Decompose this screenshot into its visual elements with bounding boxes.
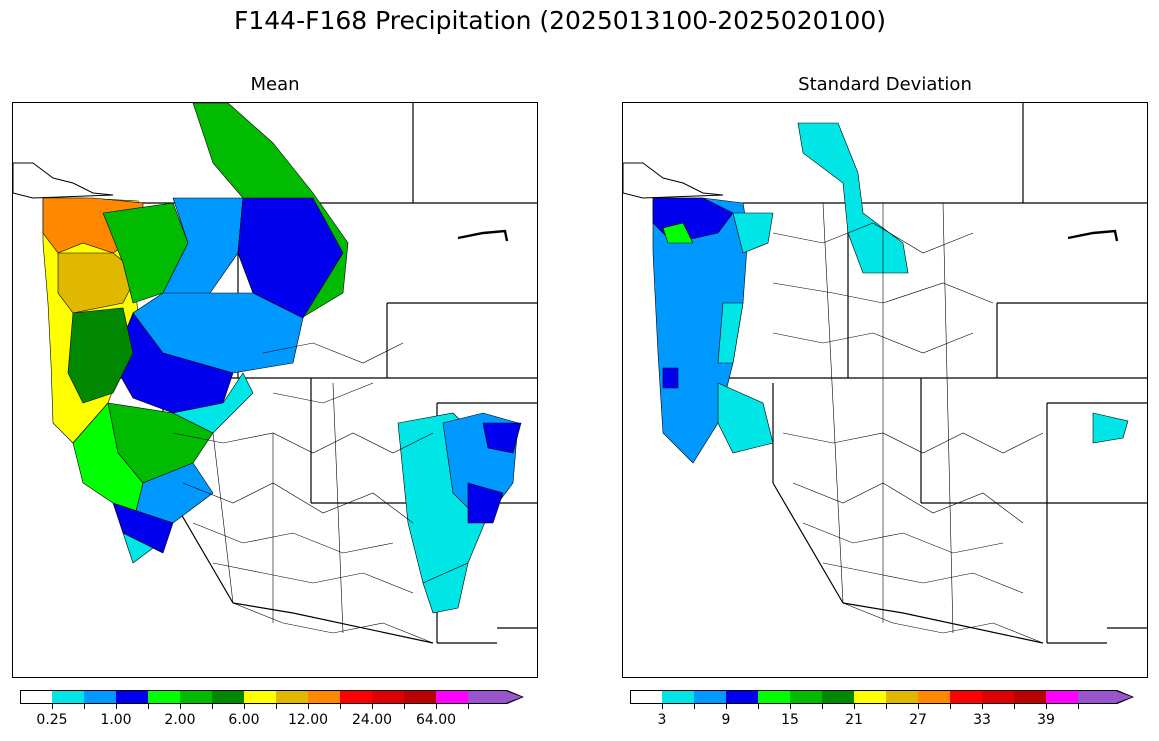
colorbar-tick [340, 704, 341, 709]
colorbar-tick-label: 6.00 [228, 712, 260, 728]
stddev-map-svg [623, 103, 1147, 644]
state-boundaries [713, 103, 1147, 644]
stddev-panel-title: Standard Deviation [798, 74, 972, 95]
stddev-colorbar [630, 690, 1140, 704]
colorbar-tick [726, 704, 727, 709]
colorbar-tick-label: 1.00 [100, 712, 132, 728]
colorbar-segment [52, 690, 84, 704]
colorbar-tick-label: 27 [909, 712, 927, 728]
colorbar-segment [662, 690, 694, 704]
colorbar-tick [84, 704, 85, 709]
mean-panel-title: Mean [250, 74, 300, 95]
colorbar-segment [918, 690, 950, 704]
colorbar-tick [854, 704, 855, 709]
colorbar-tick-label: 12.00 [287, 712, 329, 728]
colorbar-tick-label: 21 [845, 712, 863, 728]
colorbar-tick-label: 9 [721, 712, 731, 728]
colorbar-tick [52, 704, 53, 709]
colorbar-segment [244, 690, 276, 704]
colorbar-tick [212, 704, 213, 709]
colorbar-segment [950, 690, 982, 704]
colorbar-segment [726, 690, 758, 704]
colorbar-segment [116, 690, 148, 704]
mean-colorbar [20, 690, 530, 704]
colorbar-tick [1078, 704, 1079, 709]
colorbar-tick-label: 39 [1037, 712, 1055, 728]
colorbar-tick-label: 64.00 [415, 712, 457, 728]
mean-basins [42, 103, 522, 614]
colorbar-segment [340, 690, 372, 704]
figure-title: F144-F168 Precipitation (2025013100-2025… [233, 6, 886, 35]
colorbar-segment [404, 690, 436, 704]
stddev-map [622, 102, 1148, 678]
colorbar-tick [372, 704, 373, 709]
colorbar-segment [20, 690, 53, 704]
colorbar-segment [694, 690, 726, 704]
colorbar-segment [148, 690, 180, 704]
colorbar-segment [212, 690, 244, 704]
colorbar-segment [468, 690, 524, 704]
colorbar-tick [436, 704, 437, 709]
colorbar-tick [694, 704, 695, 709]
colorbar-tick [404, 704, 405, 709]
colorbar-segment [276, 690, 308, 704]
colorbar-segment [982, 690, 1014, 704]
colorbar-tick [1046, 704, 1047, 709]
colorbar-segment [308, 690, 340, 704]
colorbar-tick [790, 704, 791, 709]
colorbar-tick [886, 704, 887, 709]
colorbar-tick [918, 704, 919, 709]
colorbar-tick [276, 704, 277, 709]
stddev-basin-lines [772, 202, 1044, 644]
colorbar-tick-label: 24.00 [351, 712, 393, 728]
colorbar-segment [630, 690, 663, 704]
colorbar-segment [886, 690, 918, 704]
colorbar-tick [308, 704, 309, 709]
colorbar-tick [822, 704, 823, 709]
mean-basin-lines [172, 342, 434, 644]
colorbar-tick [950, 704, 951, 709]
colorbar-tick-label: 33 [973, 712, 991, 728]
colorbar-tick-label: 2.00 [164, 712, 196, 728]
colorbar-tick-label: 0.25 [36, 712, 68, 728]
mean-map [12, 102, 538, 678]
colorbar-segment [822, 690, 854, 704]
stddev-basins [652, 122, 1129, 464]
colorbar-tick [662, 704, 663, 709]
colorbar-segment [790, 690, 822, 704]
mean-map-svg [13, 103, 537, 644]
colorbar-tick [982, 704, 983, 709]
colorbar-tick [116, 704, 117, 709]
colorbar-segment [854, 690, 886, 704]
colorbar-segment [180, 690, 212, 704]
colorbar-segment [1046, 690, 1078, 704]
colorbar-tick [244, 704, 245, 709]
colorbar-tick [758, 704, 759, 709]
colorbar-tick [148, 704, 149, 709]
colorbar-segment [84, 690, 116, 704]
colorbar-tick-label: 15 [781, 712, 799, 728]
colorbar-tick [1014, 704, 1015, 709]
colorbar-segment [1014, 690, 1046, 704]
colorbar-tick [180, 704, 181, 709]
colorbar-segment [436, 690, 468, 704]
colorbar-segment [372, 690, 404, 704]
colorbar-segment [758, 690, 790, 704]
colorbar-segment [1078, 690, 1134, 704]
colorbar-tick-label: 3 [657, 712, 667, 728]
colorbar-tick [468, 704, 469, 709]
